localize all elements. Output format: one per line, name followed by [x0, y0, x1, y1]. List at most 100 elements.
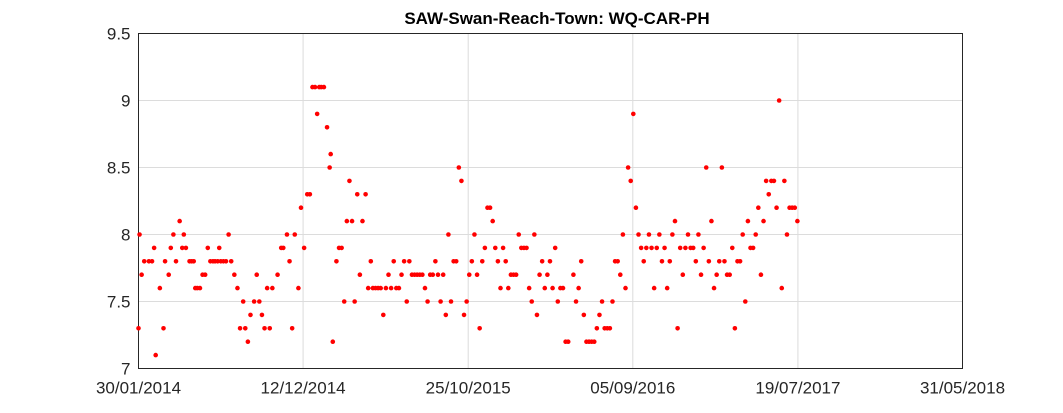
data-point — [183, 245, 189, 251]
data-point — [378, 285, 383, 291]
y-axis: 7 7.5 8 8.5 9 9.5 — [107, 25, 131, 379]
data-point — [242, 326, 248, 331]
data-point — [552, 245, 558, 251]
data-point — [477, 326, 482, 331]
data-point — [280, 245, 286, 251]
data-point — [469, 259, 475, 264]
data-point — [711, 285, 717, 291]
data-point — [341, 299, 347, 304]
data-point — [722, 259, 727, 264]
data-point — [651, 285, 657, 291]
data-point — [251, 299, 257, 304]
data-point — [771, 178, 777, 184]
data-point — [407, 259, 412, 264]
data-point — [737, 259, 743, 264]
data-point — [404, 299, 410, 304]
data-point — [500, 245, 506, 251]
data-point — [756, 205, 761, 210]
x-tick-label: 30/01/2014 — [96, 379, 181, 398]
data-point — [472, 232, 477, 237]
data-point — [591, 339, 597, 345]
data-point — [631, 111, 636, 117]
data-point — [750, 245, 756, 251]
data-point — [157, 285, 163, 291]
data-point — [672, 218, 678, 224]
data-point — [284, 232, 290, 237]
data-point — [240, 299, 246, 304]
data-point — [191, 259, 197, 264]
data-point — [774, 205, 779, 210]
data-point — [714, 272, 719, 278]
data-point — [254, 272, 260, 278]
data-point — [425, 299, 430, 304]
x-tick-label: 12/12/2014 — [261, 379, 346, 398]
data-point — [365, 285, 371, 291]
data-points — [136, 84, 800, 358]
data-point — [301, 245, 307, 251]
data-point — [401, 259, 407, 264]
data-point — [537, 272, 542, 278]
data-point — [287, 259, 292, 264]
data-point — [327, 165, 332, 170]
data-point — [716, 259, 722, 264]
data-point — [685, 232, 691, 237]
x-axis: 30/01/2014 12/12/2014 25/10/2015 05/09/2016… — [96, 379, 1005, 398]
data-point — [264, 285, 270, 291]
data-point — [226, 232, 231, 237]
data-point — [516, 232, 522, 237]
data-point — [610, 299, 615, 304]
data-point — [795, 218, 800, 224]
data-point — [232, 272, 237, 278]
data-point — [581, 312, 587, 318]
data-point — [267, 326, 273, 331]
data-point — [459, 178, 464, 184]
data-point — [513, 272, 519, 278]
plot-frame — [138, 33, 963, 369]
data-point — [641, 259, 647, 264]
data-point — [245, 339, 251, 345]
data-point — [344, 218, 350, 224]
data-point — [628, 178, 634, 184]
data-point — [435, 272, 441, 278]
data-point — [779, 285, 785, 291]
data-point — [646, 232, 652, 237]
data-point — [177, 218, 182, 224]
data-point — [275, 272, 280, 278]
data-point — [550, 285, 555, 291]
y-tick-label: 8 — [121, 226, 130, 245]
data-point — [307, 192, 313, 197]
data-point — [262, 326, 267, 331]
y-tick-label: 8.5 — [107, 159, 131, 178]
data-point — [745, 218, 751, 224]
y-tick-label: 9.5 — [107, 25, 131, 44]
data-point — [453, 259, 459, 264]
data-point — [782, 178, 787, 184]
data-point — [381, 312, 386, 318]
data-point — [607, 326, 613, 331]
data-point — [576, 285, 581, 291]
data-point — [623, 285, 628, 291]
data-point — [298, 205, 304, 210]
data-point — [555, 299, 561, 304]
data-point — [743, 299, 748, 304]
data-point — [386, 272, 391, 278]
data-point — [758, 272, 764, 278]
data-point — [330, 339, 336, 345]
data-point — [620, 232, 626, 237]
data-point — [292, 232, 298, 237]
data-point — [670, 232, 675, 237]
data-point — [740, 232, 745, 237]
data-point — [667, 259, 673, 264]
data-point — [141, 259, 147, 264]
data-point — [636, 232, 641, 237]
data-point — [792, 205, 798, 210]
data-point — [599, 299, 605, 304]
data-point — [179, 245, 185, 251]
data-point — [328, 151, 333, 157]
data-point — [532, 232, 537, 237]
data-point — [761, 218, 766, 224]
data-point — [347, 178, 352, 184]
data-point — [690, 245, 696, 251]
data-point — [461, 312, 467, 318]
data-point — [197, 285, 203, 291]
